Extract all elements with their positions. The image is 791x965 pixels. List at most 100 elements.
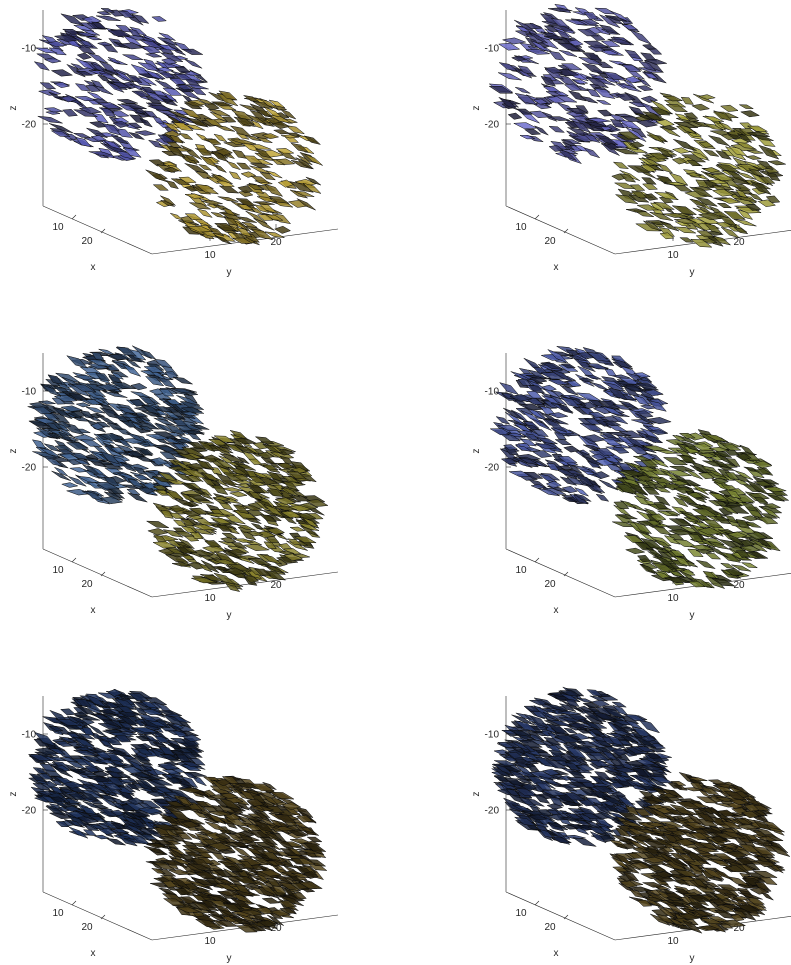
glyph xyxy=(296,198,316,211)
glyph xyxy=(596,99,611,105)
glyph xyxy=(530,40,549,52)
glyph xyxy=(246,184,265,191)
glyph xyxy=(163,167,180,173)
glyph xyxy=(688,198,707,207)
x-tick-mark xyxy=(71,214,77,220)
glyph xyxy=(187,441,207,450)
glyph xyxy=(512,122,538,130)
glyph xyxy=(195,459,212,470)
glyph xyxy=(280,486,301,498)
glyph xyxy=(157,376,177,389)
glyph xyxy=(293,190,315,197)
glyph xyxy=(623,535,645,543)
glyph xyxy=(78,107,103,114)
glyph xyxy=(248,476,267,484)
glyph xyxy=(732,226,749,235)
glyph xyxy=(261,464,279,471)
glyph xyxy=(161,91,178,103)
glyph xyxy=(280,510,302,518)
glyph xyxy=(184,124,205,131)
glyph xyxy=(81,16,103,24)
glyph xyxy=(261,897,281,904)
glyph xyxy=(765,195,781,204)
glyph xyxy=(170,388,195,394)
glyph xyxy=(280,475,300,483)
glyph xyxy=(242,155,263,164)
glyph xyxy=(99,496,124,505)
glyph xyxy=(725,169,748,183)
glyph xyxy=(45,41,68,48)
glyph xyxy=(79,410,95,419)
glyph xyxy=(612,161,630,170)
z-tick-label: -20 xyxy=(485,463,500,474)
glyph xyxy=(236,463,256,471)
glyph xyxy=(586,88,601,98)
glyph xyxy=(236,204,254,210)
blob-2 xyxy=(145,429,329,592)
glyph xyxy=(172,121,194,131)
glyph xyxy=(174,472,195,482)
glyph xyxy=(160,195,176,206)
glyph xyxy=(182,546,198,554)
glyph xyxy=(167,512,186,519)
glyph xyxy=(107,353,130,360)
glyph xyxy=(35,47,58,54)
glyph xyxy=(289,526,306,532)
x-tick-label: 10 xyxy=(52,222,64,233)
glyph xyxy=(548,116,570,121)
glyph xyxy=(225,160,242,171)
glyph xyxy=(159,72,176,79)
glyph xyxy=(696,230,715,238)
glyph xyxy=(190,424,210,430)
glyph xyxy=(700,238,718,244)
glyph xyxy=(679,237,695,243)
glyph xyxy=(733,219,757,227)
glyph xyxy=(93,482,120,490)
glyph xyxy=(90,135,107,142)
glyph xyxy=(540,75,557,87)
glyph xyxy=(757,199,777,207)
glyph xyxy=(249,109,268,121)
glyph xyxy=(719,562,736,569)
glyph xyxy=(286,538,303,546)
glyph xyxy=(254,148,272,159)
glyph xyxy=(248,458,263,465)
glyph xyxy=(76,52,92,60)
glyph xyxy=(126,488,141,495)
z-tick-label: -10 xyxy=(22,730,37,741)
glyph xyxy=(102,139,123,150)
glyph xyxy=(640,102,662,117)
glyph xyxy=(280,109,296,120)
glyph xyxy=(247,557,272,566)
glyph xyxy=(584,121,608,128)
glyph xyxy=(267,195,290,204)
glyph xyxy=(548,145,564,152)
glyph xyxy=(576,29,600,37)
glyph xyxy=(302,517,320,529)
glyph xyxy=(151,90,168,97)
glyph xyxy=(116,472,140,481)
glyph xyxy=(233,437,257,444)
glyph xyxy=(54,467,69,477)
glyph xyxy=(544,35,568,40)
glyph xyxy=(138,76,157,86)
glyph xyxy=(715,150,733,160)
glyph xyxy=(745,203,762,211)
glyph xyxy=(46,433,63,438)
glyph xyxy=(655,119,676,127)
glyph xyxy=(610,10,631,23)
glyph xyxy=(253,204,270,213)
glyph xyxy=(174,498,196,507)
glyph xyxy=(264,231,285,238)
glyph xyxy=(79,439,103,448)
glyph xyxy=(183,468,207,479)
glyph xyxy=(235,226,253,238)
glyph xyxy=(95,421,111,428)
glyph xyxy=(187,117,209,128)
glyph xyxy=(303,135,322,145)
x-tick-label: 20 xyxy=(81,236,93,247)
glyph xyxy=(145,520,170,529)
glyph xyxy=(141,45,162,54)
